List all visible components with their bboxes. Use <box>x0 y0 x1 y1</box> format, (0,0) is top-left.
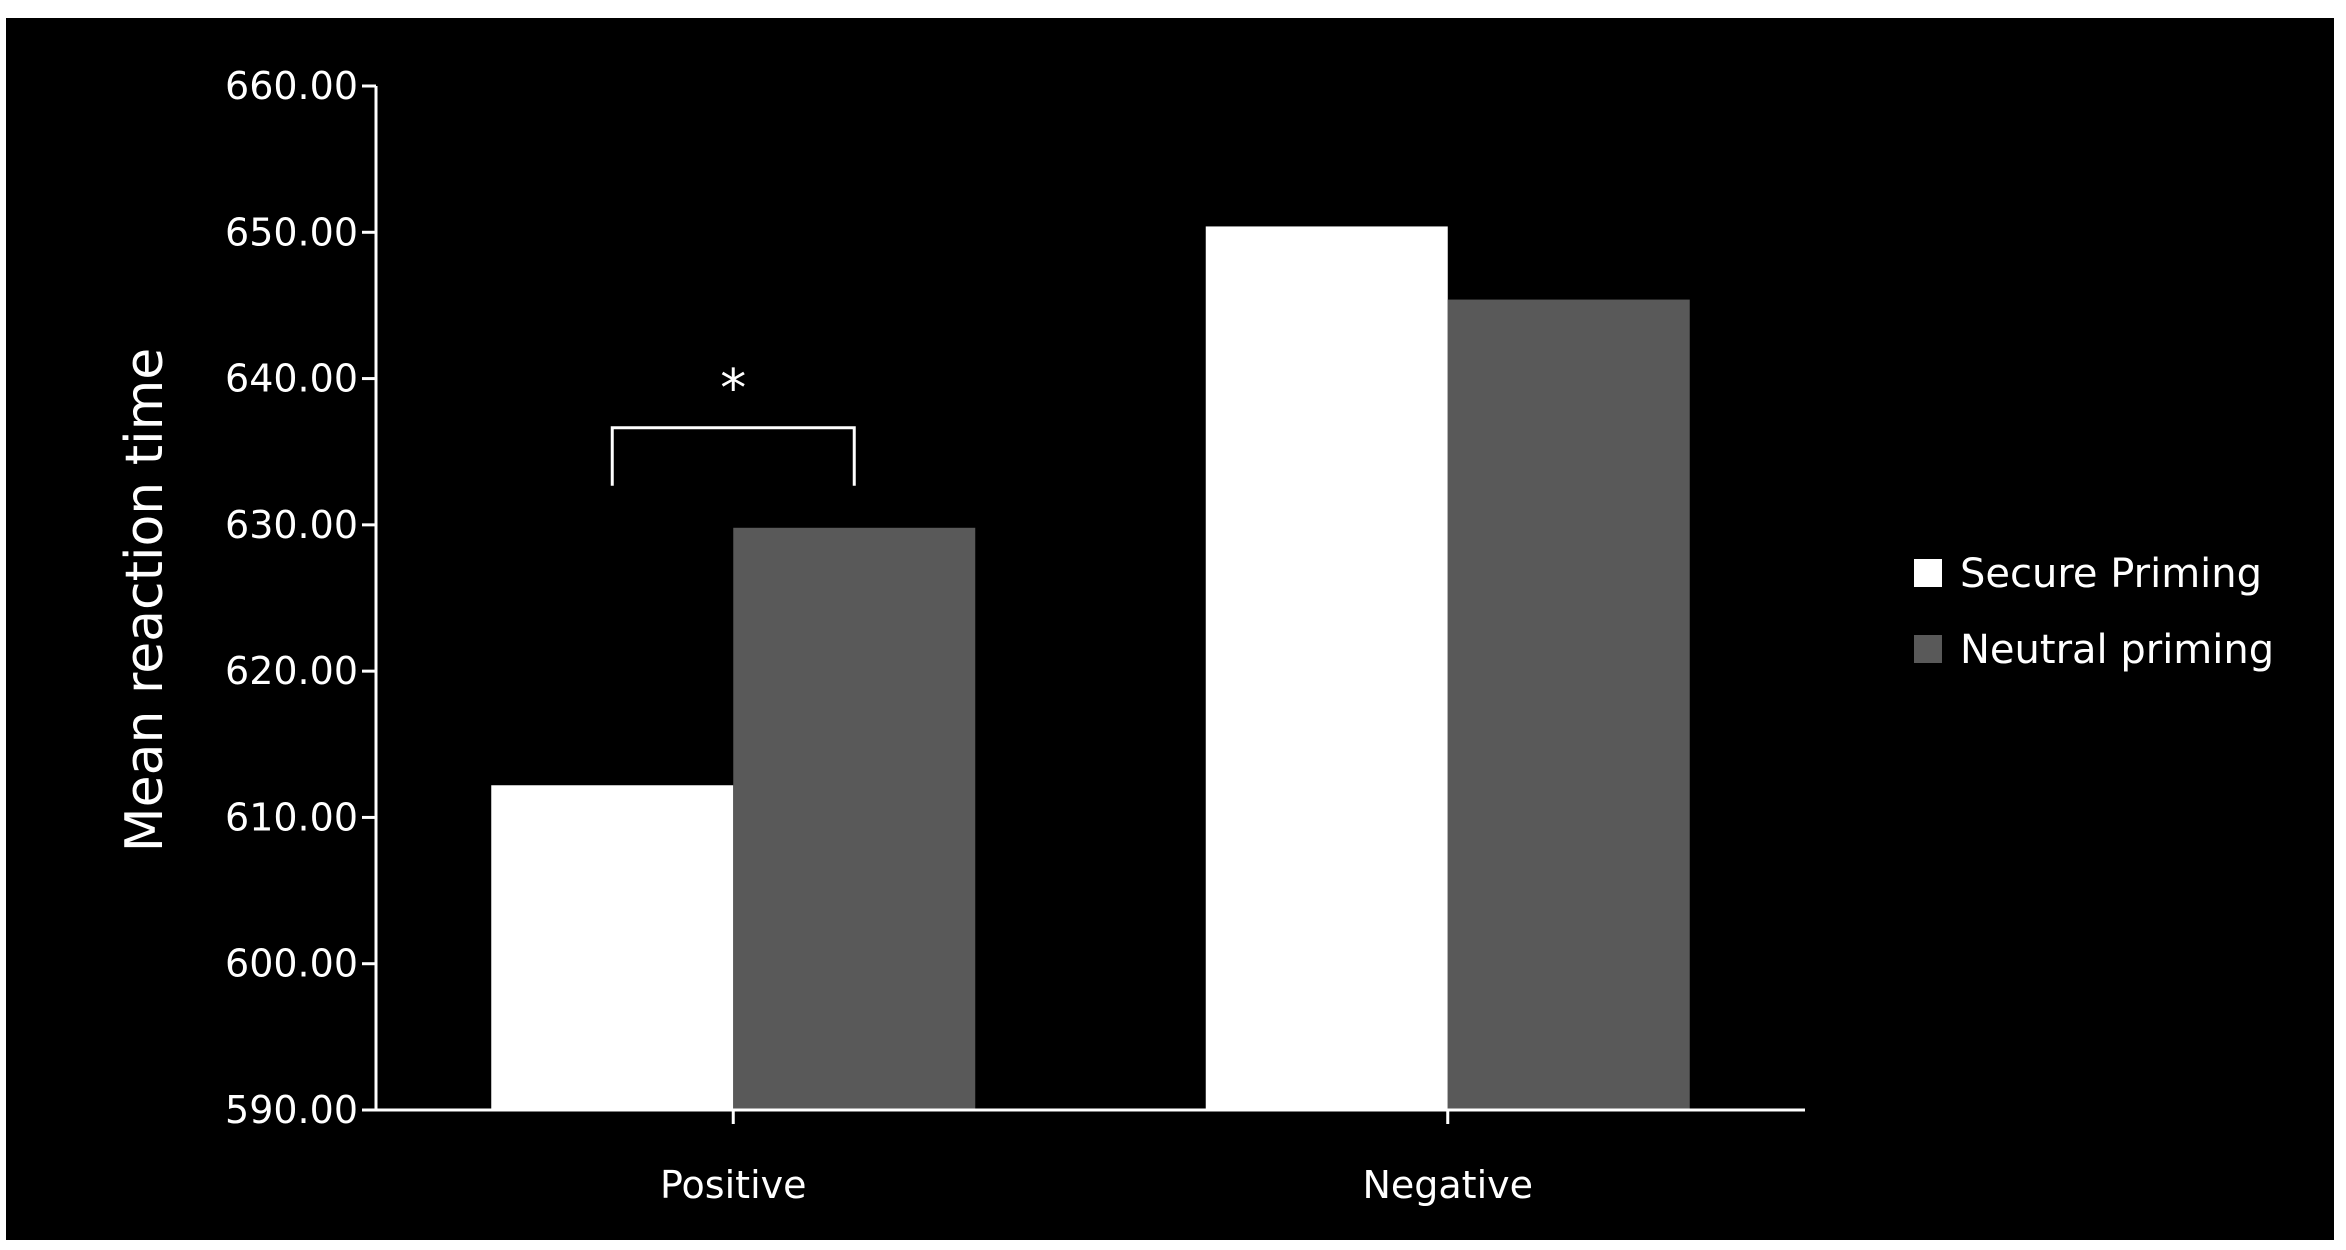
y-tick-label: 640.00 <box>225 357 358 401</box>
x-axis-ticks: Positive Negative <box>660 1110 1533 1207</box>
y-tick-label: 650.00 <box>225 210 358 254</box>
y-axis-title: Mean reaction time <box>115 348 175 853</box>
legend-swatch <box>1914 559 1942 587</box>
y-tick-label: 590.00 <box>225 1088 358 1132</box>
bar-positive-neutral-priming <box>733 527 976 1110</box>
annotations: * <box>610 359 856 486</box>
significance-bracket <box>610 426 856 486</box>
legend-swatch <box>1914 635 1942 663</box>
bars <box>491 226 1690 1111</box>
y-tick-label: 600.00 <box>225 942 358 986</box>
bar-negative-neutral-priming <box>1447 299 1690 1110</box>
x-tick-label: Negative <box>1362 1163 1533 1207</box>
axes <box>374 86 1805 1112</box>
significance-marker: * <box>720 359 746 419</box>
y-axis-ticks: 590.00 600.00 610.00 620.00 630.00 640.00 650.… <box>225 64 376 1132</box>
y-tick-label: 630.00 <box>225 503 358 547</box>
y-tick-label: 610.00 <box>225 795 358 839</box>
x-tick-label: Positive <box>660 1163 807 1207</box>
chart-background <box>6 18 2334 1240</box>
legend: Secure Priming Neutral priming <box>1914 551 2274 673</box>
bar-positive-secure-priming <box>491 785 734 1110</box>
y-tick-label: 620.00 <box>225 649 358 693</box>
legend-label: Neutral priming <box>1960 627 2274 673</box>
y-tick-label: 660.00 <box>225 64 358 108</box>
bar-negative-secure-priming <box>1205 226 1448 1111</box>
legend-label: Secure Priming <box>1960 551 2262 597</box>
